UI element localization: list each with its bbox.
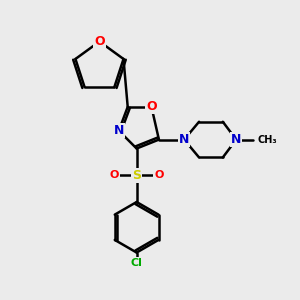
Text: O: O bbox=[94, 35, 105, 48]
Text: N: N bbox=[114, 124, 124, 137]
Text: O: O bbox=[146, 100, 157, 113]
Text: O: O bbox=[154, 170, 164, 180]
Text: Cl: Cl bbox=[131, 258, 142, 268]
Text: N: N bbox=[179, 133, 189, 146]
Text: O: O bbox=[110, 170, 119, 180]
Text: S: S bbox=[132, 169, 141, 182]
Text: N: N bbox=[231, 133, 242, 146]
Text: CH₃: CH₃ bbox=[257, 135, 277, 145]
